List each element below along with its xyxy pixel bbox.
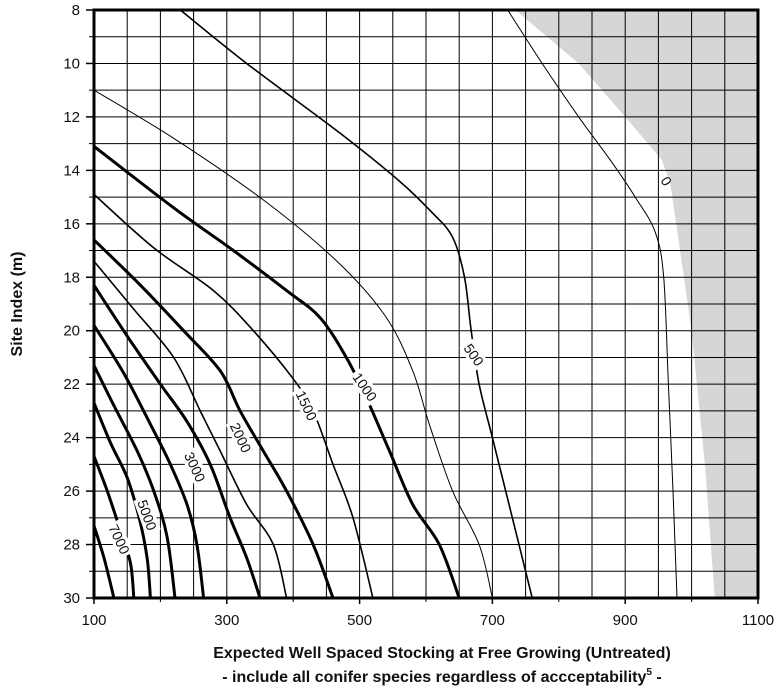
x-tick-label: 100 xyxy=(81,612,106,629)
contour-label-bg xyxy=(291,385,322,426)
excluded-area xyxy=(515,10,758,598)
x-tick-label: 1100 xyxy=(742,612,774,629)
contour-line-2000 xyxy=(94,238,335,598)
contour-line xyxy=(94,402,152,598)
x-axis-note: - include all conifer species regardless… xyxy=(222,667,662,686)
x-axis-title: Expected Well Spaced Stocking at Free Gr… xyxy=(213,645,671,662)
y-tick-label: 20 xyxy=(63,323,80,340)
contour-line xyxy=(94,324,206,598)
contour-label-bg xyxy=(180,447,210,487)
shaded-region xyxy=(515,10,758,598)
y-tick-label: 10 xyxy=(63,55,80,72)
y-tick-label: 16 xyxy=(63,216,80,233)
contour-label-1500: 1500 xyxy=(291,385,322,426)
contour-line-3000 xyxy=(94,284,262,598)
contour-line xyxy=(94,260,288,598)
contour-label-bg xyxy=(133,495,161,535)
contour-label-bg xyxy=(459,338,489,371)
y-tick-label: 14 xyxy=(63,162,80,179)
contour-label-7000: 7000 xyxy=(104,519,135,559)
y-axis-title: Site Index (m) xyxy=(9,252,26,357)
contour-label-text: 1500 xyxy=(293,388,321,423)
x-tick-label: 300 xyxy=(214,612,239,629)
y-tick-label: 18 xyxy=(63,269,80,286)
x-tick-label: 900 xyxy=(613,612,638,629)
y-tick-label: 28 xyxy=(63,537,80,554)
x-tick-label: 500 xyxy=(347,612,372,629)
axis-ticks: 100 300 500 700 900 1100 8 10 12 14 16 18 20 22 24 26 28… xyxy=(63,2,774,629)
x-tick-label: 700 xyxy=(480,612,505,629)
contour-label-bg xyxy=(348,367,382,407)
contour-label-bg xyxy=(225,417,256,458)
contour-line-1000 xyxy=(94,145,461,598)
contour-label-500: 500 xyxy=(459,338,489,371)
y-tick-label: 22 xyxy=(63,376,80,393)
contour-line xyxy=(507,10,678,598)
contour-label-bg xyxy=(104,519,135,559)
contour-line-5000 xyxy=(94,364,177,598)
contour-line xyxy=(94,89,493,598)
contour-line-500 xyxy=(179,10,533,598)
grid xyxy=(94,10,758,598)
y-tick-label: 24 xyxy=(63,430,80,447)
footnote-superscript: 5 xyxy=(646,667,652,678)
y-tick-label: 8 xyxy=(72,2,80,19)
contour-line xyxy=(94,525,116,598)
contour-lines xyxy=(94,10,678,598)
contour-line-1500 xyxy=(94,193,374,598)
contour-label-1000: 1000 xyxy=(348,367,382,407)
y-tick-label: 12 xyxy=(63,109,80,126)
contour-label-text: 7000 xyxy=(105,522,133,557)
y-tick-label: 26 xyxy=(63,483,80,500)
y-tick-label: 30 xyxy=(63,590,80,607)
